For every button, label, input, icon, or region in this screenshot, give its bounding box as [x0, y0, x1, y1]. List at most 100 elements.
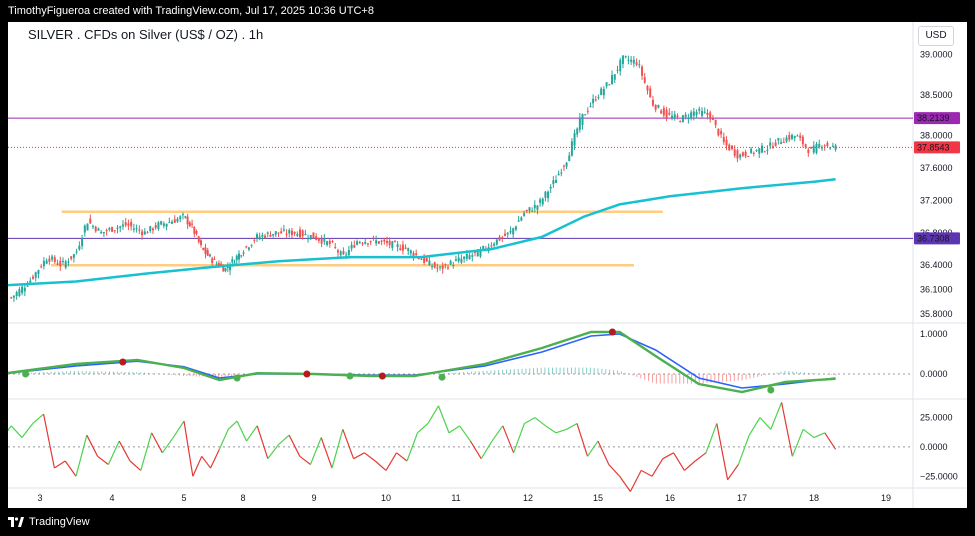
candle-body	[671, 115, 674, 119]
candle-body	[176, 218, 179, 222]
candle-body	[714, 119, 717, 126]
candle-body	[460, 258, 463, 263]
candle-body	[681, 115, 684, 122]
footer-bar: TradingView	[0, 508, 975, 536]
candle-body	[372, 237, 375, 239]
oscillator-segment	[608, 464, 621, 477]
candle-body	[208, 254, 211, 257]
oscillator-segment	[480, 440, 493, 459]
candle-body	[157, 222, 160, 229]
candle-body	[369, 240, 372, 243]
candle-body	[441, 265, 444, 269]
candle-body	[18, 289, 21, 296]
candle-body	[594, 99, 597, 101]
candle-body	[520, 217, 523, 221]
candle-body	[245, 246, 248, 248]
currency-button[interactable]: USD	[918, 26, 954, 46]
candle-body	[436, 267, 439, 269]
candle-body	[741, 152, 744, 156]
candle-body	[226, 267, 229, 269]
candle-body	[396, 244, 399, 248]
candle-body	[280, 231, 283, 234]
price-tick-label: 36.4000	[920, 260, 953, 270]
candle-body	[89, 218, 92, 224]
candle-body	[143, 231, 146, 235]
candle-body	[108, 228, 111, 230]
candle-body	[299, 229, 302, 238]
candle-body	[454, 259, 457, 261]
candle-body	[417, 258, 420, 260]
oscillator-segment	[673, 452, 685, 471]
oscillator-segment	[802, 428, 815, 439]
oscillator-segment	[748, 417, 761, 436]
candle-body	[342, 251, 345, 255]
oscillator-segment	[770, 402, 783, 430]
candle-body	[350, 244, 353, 249]
candle-body	[495, 239, 498, 245]
candle-body	[660, 110, 663, 114]
candle-body	[733, 149, 736, 156]
candle-body	[277, 232, 280, 234]
oscillator-segment	[619, 475, 631, 492]
candle-body	[78, 245, 81, 250]
candle-body	[415, 253, 418, 256]
candle-body	[576, 128, 579, 135]
candle-body	[309, 234, 312, 240]
oscillator-segment	[781, 402, 793, 457]
time-tick-label: 4	[109, 493, 114, 503]
candle-body	[130, 221, 133, 227]
candle-body	[274, 231, 277, 235]
candle-body	[168, 222, 171, 224]
candle-body	[12, 295, 15, 298]
candle-body	[353, 245, 356, 248]
chart-panel[interactable]: 39.000038.500038.000037.600037.200036.80…	[8, 22, 967, 508]
chart-svg[interactable]: 39.000038.500038.000037.600037.200036.80…	[8, 22, 967, 508]
candle-body	[504, 233, 507, 236]
candle-body	[105, 230, 108, 232]
price-tick-label: 38.5000	[920, 90, 953, 100]
candle-body	[755, 149, 758, 151]
oscillator-segment	[705, 423, 718, 454]
candle-body	[135, 228, 138, 230]
candle-body	[272, 233, 275, 236]
candle-body	[695, 111, 698, 115]
candle-body	[51, 256, 54, 260]
macd-line[interactable]	[8, 330, 836, 394]
candle-body	[179, 216, 182, 220]
resistance-price-label: 38.2139	[917, 113, 950, 123]
candle-body	[684, 114, 687, 117]
candle-body	[204, 247, 207, 254]
candle-body	[649, 88, 652, 98]
candle-body	[541, 198, 544, 205]
candle-body	[200, 240, 203, 246]
candle-body	[479, 249, 482, 257]
candle-body	[380, 240, 383, 242]
candle-body	[557, 173, 560, 176]
moving-average-line[interactable]	[8, 178, 836, 287]
candle-body	[307, 238, 310, 240]
oscillator-segment	[417, 423, 429, 434]
candle-body	[799, 135, 802, 138]
candle-body	[525, 209, 528, 211]
oscillator-segment	[32, 413, 44, 424]
candle-body	[404, 247, 407, 249]
oscillator-segment	[86, 434, 99, 457]
candle-body	[752, 152, 755, 154]
candle-body	[361, 243, 364, 245]
tradingview-brand[interactable]: TradingView	[8, 516, 90, 528]
candle-body	[53, 257, 56, 262]
candle-body	[83, 225, 86, 233]
candle-body	[160, 221, 163, 225]
candle-body	[253, 239, 256, 241]
candle-body	[293, 231, 296, 234]
candle-body	[240, 255, 243, 257]
candle-body	[193, 226, 196, 234]
candle-body	[213, 258, 216, 260]
candle-body	[790, 134, 793, 139]
candle-body	[592, 98, 595, 104]
candle-body	[149, 226, 152, 232]
time-tick-label: 9	[311, 493, 316, 503]
candle-body	[785, 137, 788, 142]
candle-body	[711, 118, 714, 121]
candle-body	[81, 238, 84, 246]
